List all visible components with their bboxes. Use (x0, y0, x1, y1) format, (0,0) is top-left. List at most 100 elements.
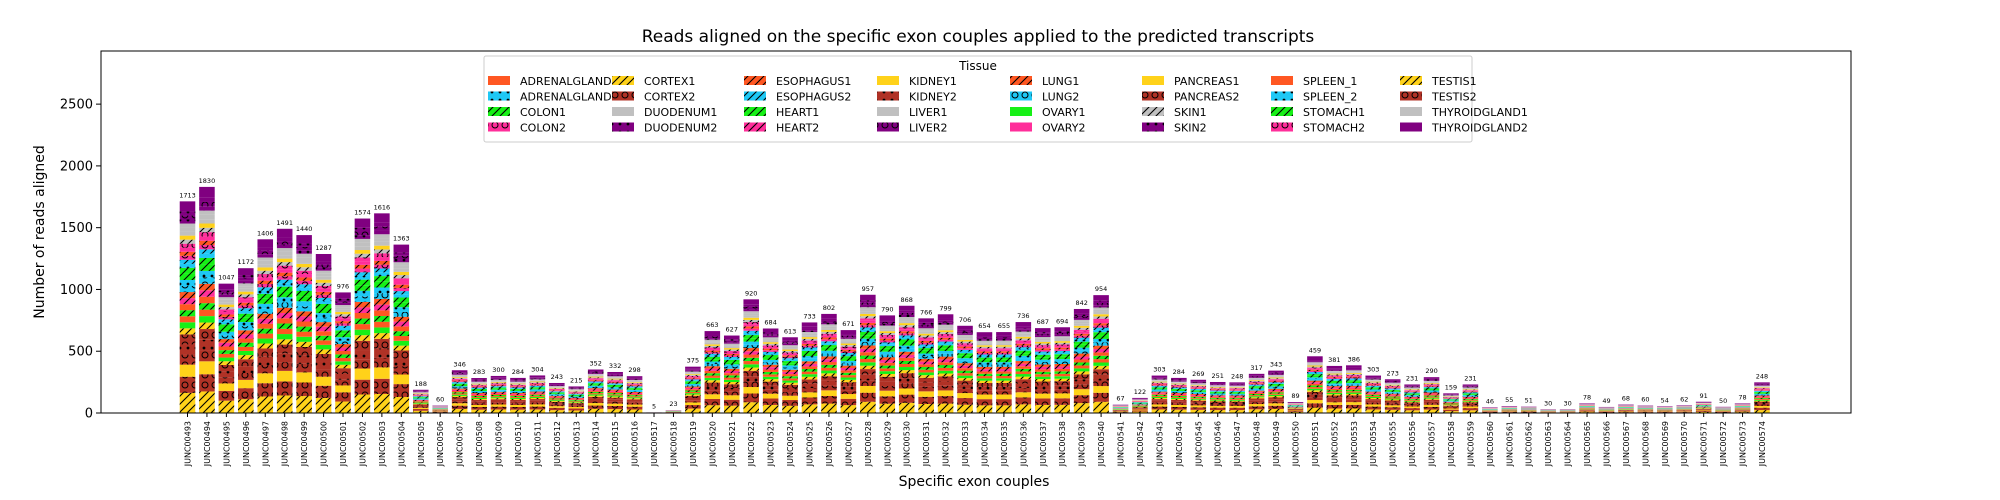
bar-segment-hatch (335, 347, 351, 351)
bar-segment-hatch (898, 373, 915, 379)
bar-segment-hatch (1462, 386, 1479, 388)
bar-segment-hatch (1015, 343, 1032, 346)
bar-segment (1326, 402, 1343, 405)
bar-segment-hatch (510, 388, 526, 389)
bar-segment-hatch (1326, 387, 1343, 389)
bar-segment (1073, 359, 1090, 363)
bar-segment-hatch (782, 363, 798, 366)
bar-segment-hatch (1035, 379, 1051, 382)
bar-total-label: 251 (1212, 372, 1224, 380)
x-tick-label: JUNC00573 (1739, 421, 1748, 467)
bar-segment (412, 389, 429, 391)
bar-segment (1151, 393, 1168, 395)
bar-segment-hatch (685, 408, 701, 413)
bar-segment (1384, 379, 1401, 381)
x-tick-label: JUNC00563 (1544, 421, 1553, 467)
bar-segment (335, 307, 351, 310)
bar-segment (1093, 320, 1109, 324)
bar-segment (1384, 386, 1401, 388)
bar-segment (179, 223, 196, 228)
bar-segment (1151, 404, 1168, 407)
bar-segment-hatch (1268, 405, 1284, 409)
bar-segment-hatch (976, 405, 993, 413)
bar-segment (801, 333, 818, 336)
bar-segment (918, 339, 934, 341)
bar-segment (801, 342, 818, 345)
bar-segment (1423, 397, 1440, 399)
bar-segment-hatch (879, 321, 896, 324)
bar-segment-hatch (315, 282, 332, 286)
bar-segment (335, 361, 351, 365)
bar-segment-hatch (1443, 399, 1459, 401)
bar-segment-hatch (199, 257, 215, 265)
bar-JUNC00562 (1520, 406, 1537, 413)
bar-segment (529, 379, 546, 381)
bar-segment-hatch (549, 384, 565, 385)
bar-segment-hatch (1462, 395, 1479, 396)
bar-segment (918, 333, 934, 336)
bar-segment-hatch (704, 334, 721, 337)
bar-segment-hatch (1423, 392, 1440, 394)
bar-segment-hatch (1404, 391, 1420, 392)
bar-segment (898, 367, 915, 371)
bar-segment (179, 364, 196, 377)
bar-segment-hatch (743, 344, 759, 349)
bar-segment (1035, 346, 1051, 349)
bar-segment-hatch (996, 346, 1012, 349)
x-tick-label: JUNC00554 (1369, 421, 1378, 467)
bar-total-label: 1491 (276, 219, 293, 227)
bar-segment (898, 357, 915, 361)
bar-segment (1209, 388, 1226, 390)
x-tick-label: JUNC00545 (1194, 421, 1203, 467)
legend-swatch (1400, 122, 1422, 132)
bar-segment-hatch (354, 275, 371, 280)
bar-segment-hatch (490, 377, 507, 379)
bar-segment-hatch (490, 384, 507, 386)
bar-segment-hatch (1229, 410, 1245, 413)
bar-segment-hatch (1151, 388, 1168, 390)
bar-segment-hatch (1326, 383, 1343, 385)
bar-segment (315, 331, 332, 336)
bar-segment (218, 299, 235, 303)
bar-segment (996, 378, 1012, 381)
bar-segment-hatch (1754, 384, 1770, 386)
bar-segment (996, 376, 1012, 379)
bar-segment-hatch (1151, 390, 1168, 392)
bar-segment-hatch (1443, 405, 1459, 407)
bar-segment-hatch (296, 396, 312, 413)
bar-segment (1404, 398, 1420, 400)
bar-segment (276, 328, 293, 335)
bar-segment (1346, 372, 1362, 374)
bar-segment-hatch (801, 387, 818, 393)
legend-label: ESOPHAGUS2 (776, 91, 851, 104)
bar-segment-hatch (1365, 399, 1382, 401)
bar-segment-hatch (1307, 391, 1323, 395)
bar-segment-hatch (704, 368, 721, 371)
bar-JUNC00548 (1248, 373, 1265, 413)
x-tick-label: JUNC00547 (1233, 421, 1242, 467)
bar-segment-hatch (1248, 376, 1265, 378)
bar-segment (510, 404, 526, 407)
bar-segment (1307, 365, 1323, 367)
bar-segment-hatch (1190, 382, 1207, 384)
legend-item-liver2: LIVER2 (877, 122, 948, 135)
bar-segment (1171, 383, 1187, 385)
bar-segment (918, 391, 934, 397)
bar-segment (354, 329, 371, 336)
bar-segment-hatch (179, 328, 196, 335)
bar-segment (587, 393, 604, 395)
bar-segment-hatch (704, 352, 721, 354)
bar-JUNC00556 (1404, 384, 1420, 413)
bar-segment-hatch (1326, 378, 1343, 379)
bar-segment-hatch (432, 411, 448, 413)
bar-segment-hatch (510, 398, 526, 400)
bar-segment-hatch (840, 382, 857, 387)
bar-segment-hatch (393, 358, 410, 367)
bar-segment-hatch (1035, 349, 1051, 352)
bar-JUNC00570 (1676, 405, 1693, 413)
bar-segment-hatch (412, 397, 429, 398)
bar-JUNC00573 (1734, 403, 1751, 413)
bar-segment-hatch (801, 404, 818, 413)
bar-segment-hatch (1307, 360, 1323, 362)
bar-JUNC00501 (335, 292, 351, 413)
